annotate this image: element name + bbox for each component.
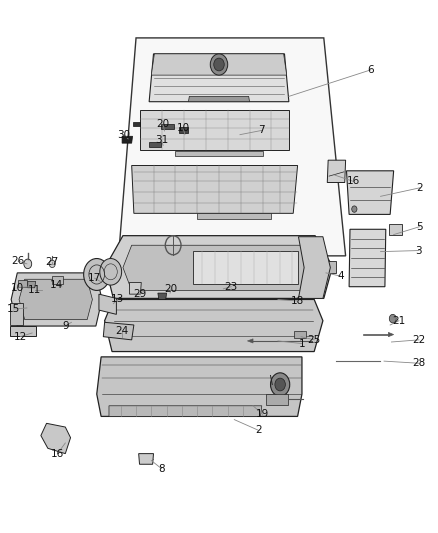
Text: 30: 30 xyxy=(117,130,131,140)
Polygon shape xyxy=(327,160,346,182)
Polygon shape xyxy=(139,454,153,464)
Polygon shape xyxy=(103,322,134,340)
Polygon shape xyxy=(105,300,323,352)
Text: 16: 16 xyxy=(51,449,64,458)
Text: 29: 29 xyxy=(133,289,146,299)
Text: 6: 6 xyxy=(367,65,374,75)
Polygon shape xyxy=(149,142,161,147)
Polygon shape xyxy=(52,276,63,284)
Text: 2: 2 xyxy=(417,183,423,193)
Text: 27: 27 xyxy=(46,257,59,267)
Polygon shape xyxy=(389,224,402,235)
Polygon shape xyxy=(18,280,27,287)
Polygon shape xyxy=(349,229,386,287)
Circle shape xyxy=(84,259,110,290)
Polygon shape xyxy=(149,54,289,102)
Text: 10: 10 xyxy=(177,123,190,133)
Polygon shape xyxy=(106,236,332,298)
Polygon shape xyxy=(298,237,330,298)
Text: 4: 4 xyxy=(337,271,344,281)
Text: 21: 21 xyxy=(392,316,406,326)
Polygon shape xyxy=(193,251,297,284)
Circle shape xyxy=(214,58,224,71)
Circle shape xyxy=(49,260,55,268)
Polygon shape xyxy=(41,423,71,454)
Text: 18: 18 xyxy=(291,296,304,306)
Polygon shape xyxy=(179,127,188,133)
Circle shape xyxy=(275,378,286,391)
Text: 28: 28 xyxy=(412,358,426,368)
Polygon shape xyxy=(122,136,133,143)
Text: 23: 23 xyxy=(225,282,238,292)
Polygon shape xyxy=(175,151,263,156)
Polygon shape xyxy=(119,38,346,256)
Polygon shape xyxy=(151,54,287,75)
Text: 20: 20 xyxy=(156,119,170,129)
Text: 15: 15 xyxy=(7,304,21,314)
Text: 5: 5 xyxy=(417,222,423,232)
Text: 7: 7 xyxy=(258,125,265,135)
Circle shape xyxy=(389,314,396,323)
Polygon shape xyxy=(11,273,102,326)
Text: 19: 19 xyxy=(256,409,269,419)
Text: 25: 25 xyxy=(307,335,321,345)
Polygon shape xyxy=(188,96,250,102)
Text: 26: 26 xyxy=(11,256,25,266)
Polygon shape xyxy=(324,261,336,273)
Polygon shape xyxy=(11,303,23,325)
Polygon shape xyxy=(123,245,314,290)
Polygon shape xyxy=(97,357,302,416)
Circle shape xyxy=(24,259,32,269)
Text: 20: 20 xyxy=(164,284,177,294)
Polygon shape xyxy=(11,326,36,336)
Polygon shape xyxy=(247,339,253,343)
Text: 9: 9 xyxy=(62,321,69,331)
Text: 17: 17 xyxy=(88,273,101,283)
Polygon shape xyxy=(158,293,166,300)
Polygon shape xyxy=(266,394,288,405)
Circle shape xyxy=(352,206,357,212)
Polygon shape xyxy=(346,171,394,214)
Polygon shape xyxy=(133,122,140,126)
Polygon shape xyxy=(389,333,394,337)
Text: 31: 31 xyxy=(155,135,168,145)
Polygon shape xyxy=(141,110,289,150)
Polygon shape xyxy=(294,332,306,338)
Text: 2: 2 xyxy=(255,425,261,435)
Text: 11: 11 xyxy=(28,286,41,295)
Polygon shape xyxy=(161,124,174,130)
Text: 24: 24 xyxy=(116,326,129,336)
Text: 3: 3 xyxy=(416,246,422,255)
Polygon shape xyxy=(197,213,272,219)
Text: 10: 10 xyxy=(11,283,24,293)
Text: 22: 22 xyxy=(412,335,426,345)
Polygon shape xyxy=(99,294,117,314)
Polygon shape xyxy=(109,406,262,416)
Text: 8: 8 xyxy=(158,464,165,473)
Text: 12: 12 xyxy=(14,332,27,342)
Text: 14: 14 xyxy=(50,280,63,290)
Text: 16: 16 xyxy=(347,176,360,187)
Circle shape xyxy=(210,54,228,75)
Polygon shape xyxy=(130,282,141,294)
Polygon shape xyxy=(28,281,35,288)
Text: 13: 13 xyxy=(111,294,124,304)
Text: 1: 1 xyxy=(299,338,305,349)
Circle shape xyxy=(100,259,122,285)
Circle shape xyxy=(271,373,290,396)
Polygon shape xyxy=(19,279,92,320)
Polygon shape xyxy=(132,165,297,213)
